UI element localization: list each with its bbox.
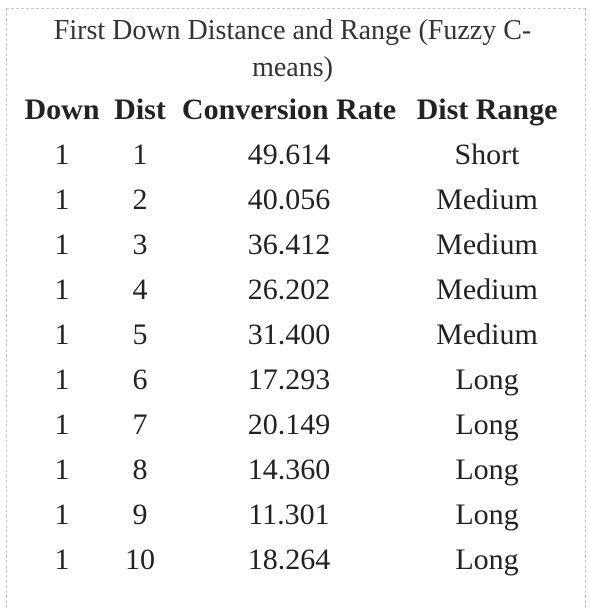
dist-range-cell: Long	[455, 362, 519, 396]
down-cell: 1	[54, 362, 70, 396]
table-body: 1 1 49.614 Short 1 2 40.056 Medium 1 3 36.412 Mediu…	[20, 132, 572, 582]
dist-cell: 7	[132, 407, 148, 441]
table-row: 1 8 14.360 Long	[20, 447, 572, 492]
table-row: 1 4 26.202 Medium	[20, 267, 572, 312]
down-cell: 1	[54, 272, 70, 306]
dist-cell: 2	[132, 182, 148, 216]
header-down: Down	[24, 92, 100, 126]
dist-cell: 4	[132, 272, 148, 306]
dist-range-cell: Short	[454, 137, 520, 171]
down-cell: 1	[54, 407, 70, 441]
down-cell: 1	[54, 227, 70, 261]
header-conversion-rate: Conversion Rate	[181, 92, 397, 126]
table-row: 1 2 40.056 Medium	[20, 177, 572, 222]
down-cell: 1	[54, 182, 70, 216]
table-caption: First Down Distance and Range (Fuzzy C-m…	[53, 15, 532, 83]
header-dist-range: Dist Range	[416, 92, 558, 126]
conversion-rate-cell: 11.301	[248, 497, 330, 531]
header-dist: Dist	[114, 92, 166, 126]
conversion-rate-cell: 40.056	[247, 182, 331, 216]
table-row: 1 5 31.400 Medium	[20, 312, 572, 357]
down-cell: 1	[54, 497, 70, 531]
conversion-rate-cell: 18.264	[247, 542, 331, 576]
table-row: 1 9 11.301 Long	[20, 492, 572, 537]
down-cell: 1	[54, 542, 70, 576]
table-frame	[6, 8, 586, 608]
dist-range-cell: Long	[455, 497, 519, 531]
dist-range-cell: Long	[455, 452, 519, 486]
conversion-rate-cell: 49.614	[247, 137, 331, 171]
conversion-rate-cell: 31.400	[247, 317, 331, 351]
dist-cell: 6	[132, 362, 148, 396]
dist-range-cell: Medium	[436, 272, 538, 306]
dist-cell: 10	[125, 542, 155, 576]
table-row: 1 6 17.293 Long	[20, 357, 572, 402]
dist-range-cell: Medium	[436, 227, 538, 261]
conversion-rate-cell: 20.149	[247, 407, 331, 441]
dist-range-cell: Long	[455, 542, 519, 576]
table-row: 1 1 49.614 Short	[20, 132, 572, 177]
conversion-rate-cell: 26.202	[247, 272, 331, 306]
table-row: 1 3 36.412 Medium	[20, 222, 572, 267]
down-cell: 1	[54, 317, 70, 351]
dist-cell: 5	[132, 317, 148, 351]
conversion-rate-cell: 36.412	[247, 227, 331, 261]
down-cell: 1	[54, 452, 70, 486]
dist-cell: 9	[132, 497, 148, 531]
dist-cell: 8	[132, 452, 148, 486]
table-row: 1 7 20.149 Long	[20, 402, 572, 447]
dist-range-cell: Medium	[436, 182, 538, 216]
conversion-rate-cell: 14.360	[247, 452, 331, 486]
conversion-rate-cell: 17.293	[247, 362, 331, 396]
dist-range-cell: Long	[455, 407, 519, 441]
dist-range-cell: Medium	[436, 317, 538, 351]
header-row: Down Dist Conversion Rate Dist Range	[20, 87, 572, 132]
dist-cell: 1	[132, 137, 148, 171]
down-cell: 1	[54, 137, 70, 171]
table-row: 1 10 18.264 Long	[20, 537, 572, 582]
dist-cell: 3	[132, 227, 148, 261]
